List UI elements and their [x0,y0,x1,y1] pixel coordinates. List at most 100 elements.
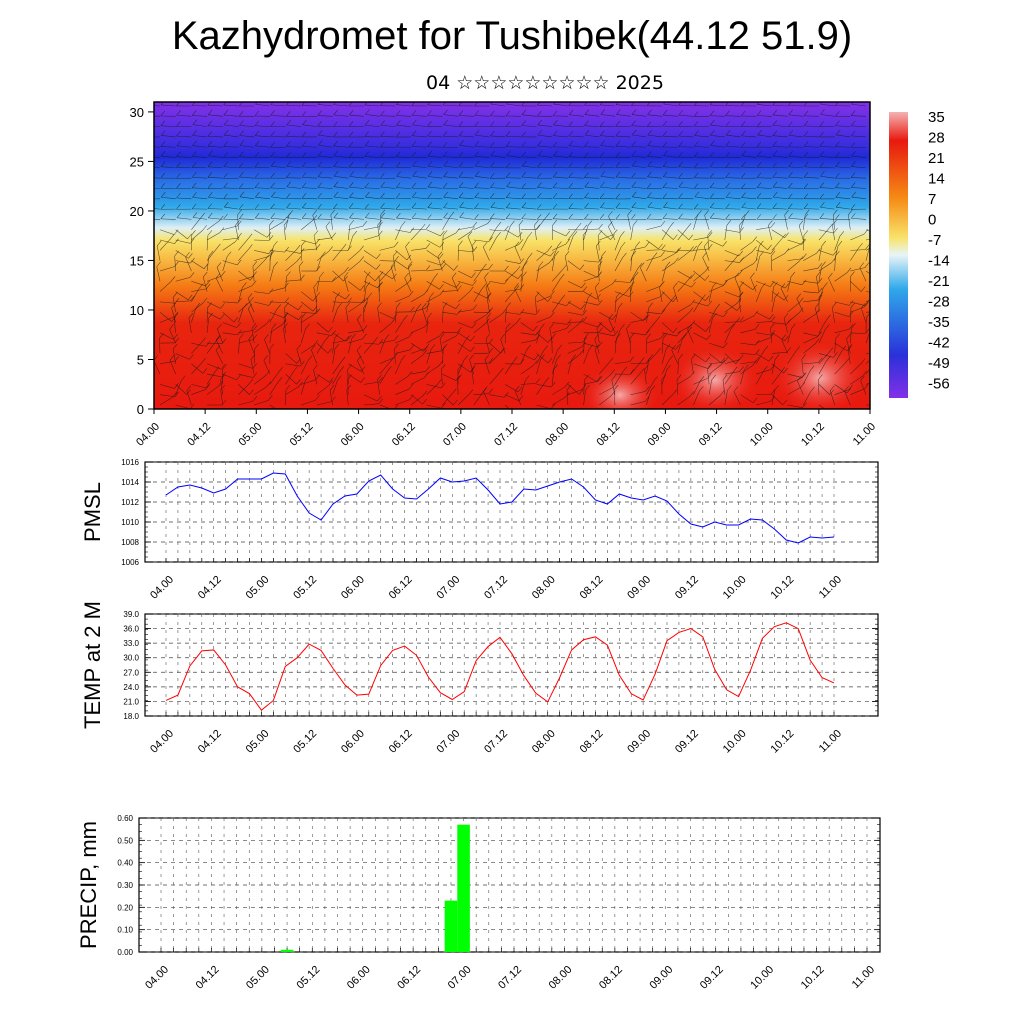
wind-barb-flag [202,271,208,278]
wind-barb-flag [772,141,777,147]
wind-barb [206,235,209,251]
chart-subtitle: 04 ☆☆☆☆☆☆☆☆☆ 2025 [426,72,664,94]
wind-barb-flag [801,239,807,245]
wind-barb [616,104,631,107]
wind-barb-flag [481,284,486,290]
wind-barb-flag [334,343,340,350]
hot-spots [580,340,868,409]
wind-barb-flag [174,238,179,244]
wind-barb [224,206,239,210]
wind-barb-flag [587,292,593,299]
wind-barb-flag [391,318,396,324]
wind-barb [300,360,309,375]
wind-barb-flag [453,265,458,271]
wind-barb-flag [191,230,196,236]
wind-barb-flag [339,366,345,372]
wind-barb-flag [565,230,571,237]
wind-barb [192,135,208,138]
wind-barb [473,289,482,303]
wind-barb [757,156,772,158]
wind-barb [215,278,224,292]
wind-barb-flag [223,109,229,116]
wind-barb-flag [223,119,229,126]
wind-barb-flag [357,314,362,320]
wind-barb-flag [521,151,526,158]
wind-barb-flag [650,385,656,391]
wind-barb-flag [266,232,272,238]
wind-barb-flag [362,333,367,339]
wind-barb-flag [192,172,197,178]
wind-barb-flag [663,102,666,105]
wind-barb-flag [550,290,555,297]
wind-barb [176,114,192,117]
wind-barb-flag [612,278,617,285]
wind-barb-flag [455,282,461,288]
wind-barb-flag [270,151,275,158]
wind-barb [426,317,429,333]
wind-barb [473,268,483,282]
wind-barb [176,135,192,138]
wind-barb-flag [783,313,789,319]
wind-barb-flag [707,232,713,238]
wind-barb-flag [156,261,161,267]
wind-barb-flag [798,307,804,314]
wind-barb [804,146,819,148]
wind-barb-flag [266,381,271,387]
wind-barb-flag [769,332,775,338]
wind-barb [771,229,785,238]
wind-barb-flag [468,389,474,395]
wind-barb-flag [715,303,720,310]
wind-barb [253,375,267,385]
wind-barb-flag [504,265,509,272]
wind-barb-flag [207,120,213,126]
wind-barb-flag [296,344,302,350]
wind-barb [553,187,568,189]
wind-barb-flag [756,151,762,157]
wind-barb-flag [791,323,796,329]
wind-barb [427,155,443,158]
wind-barb [159,332,174,340]
wind-barb [348,261,361,272]
wind-barb [364,104,380,107]
wind-barb [600,186,616,189]
wind-barb-flag [740,110,746,117]
wind-barb-flag [631,120,636,126]
x-tick-label: 04.12 [196,574,224,602]
wind-barb [316,385,329,395]
wind-barb [206,311,221,320]
wind-barb [631,155,647,158]
wind-barb-flag [535,309,540,315]
wind-barb [740,394,754,403]
wind-barb [614,246,622,261]
wind-barb-flag [380,131,385,137]
wind-barb-flag [835,333,840,339]
wind-barb [301,239,316,245]
wind-barb-flag [584,192,589,198]
wind-barb-flag [600,181,605,188]
wind-barb-flag [349,192,354,198]
wind-barb-flag [504,225,509,232]
wind-barb [614,257,623,272]
wind-barb-flag [552,203,558,210]
wind-barb [851,155,867,158]
wind-barb [457,332,471,342]
wind-barb-flag [412,119,417,126]
wind-barb-flag [784,232,789,238]
wind-barb-flag [349,181,354,188]
wind-barb-flag [851,130,856,137]
wind-barb-flag [801,353,806,360]
wind-barb [567,311,583,316]
series-line [165,622,835,711]
wind-barb [247,308,255,323]
wind-barb [426,350,442,354]
wind-barb-flag [255,102,258,105]
wind-barbs [154,102,870,409]
wind-barb-flag [176,151,181,157]
wind-barb-flag [458,102,463,106]
wind-barb [599,311,613,320]
wind-barb [426,229,441,237]
wind-barb [569,114,584,117]
wind-barb [301,291,314,302]
wind-barb [662,187,678,189]
wind-barb-flag [380,102,384,106]
